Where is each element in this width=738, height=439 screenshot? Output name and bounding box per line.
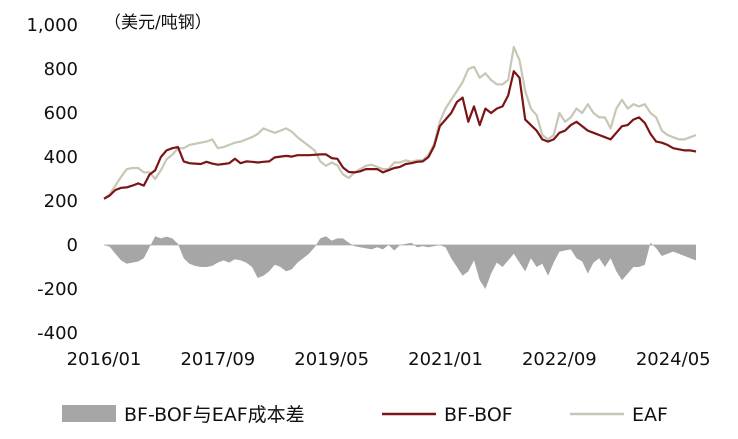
y-tick-label: -200 <box>37 279 78 300</box>
y-tick-label: 800 <box>44 59 78 80</box>
legend-label-bf-bof: BF-BOF <box>444 404 513 426</box>
plot-area <box>103 45 697 289</box>
x-axis-tick-labels: 2016/01 2017/09 2019/05 2021/01 2022/09 2024/… <box>67 349 711 370</box>
y-tick-label: 200 <box>44 191 78 212</box>
y-tick-label: 1,000 <box>26 15 78 36</box>
series-line-bf-bof <box>103 70 697 200</box>
legend: BF-BOF与EAF成本差 BF-BOF EAF <box>62 404 668 426</box>
unit-label: （美元/吨钢） <box>104 13 212 33</box>
y-tick-label: 0 <box>67 235 78 256</box>
x-tick-label: 2024/05 <box>636 349 711 370</box>
x-tick-label: 2016/01 <box>67 349 142 370</box>
legend-label-eaf: EAF <box>632 404 668 426</box>
x-tick-label: 2022/09 <box>522 349 597 370</box>
y-tick-label: -400 <box>37 323 78 344</box>
y-tick-label: 600 <box>44 103 78 124</box>
legend-swatch-cost-difference <box>62 405 116 422</box>
x-tick-label: 2019/05 <box>294 349 369 370</box>
x-tick-label: 2017/09 <box>180 349 255 370</box>
legend-label-cost-difference: BF-BOF与EAF成本差 <box>124 404 305 426</box>
y-axis-tick-labels: 1,000 800 600 400 200 0 -200 -400 <box>26 15 78 344</box>
series-area-cost-difference <box>104 236 696 289</box>
series-line-eaf <box>103 45 697 200</box>
y-tick-label: 400 <box>44 147 78 168</box>
x-tick-label: 2021/01 <box>408 349 483 370</box>
